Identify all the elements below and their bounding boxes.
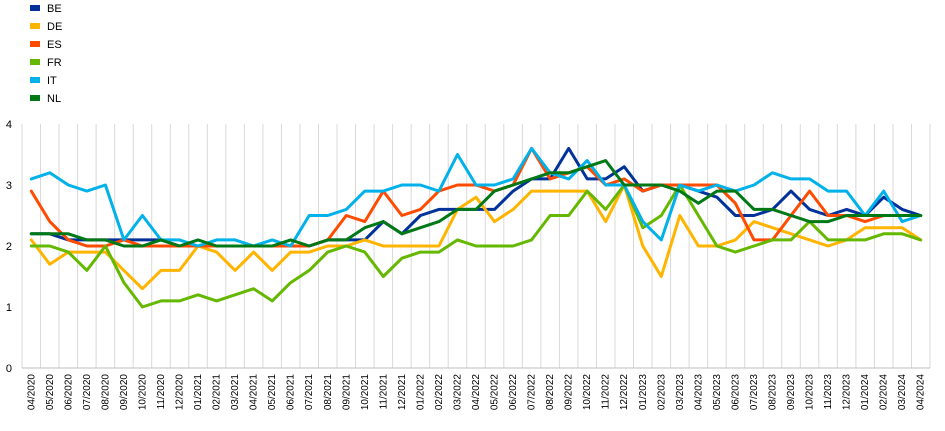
x-tick-label: 06/2023 [730,374,741,411]
x-tick-label: 02/2021 [212,374,223,411]
x-tick-label: 08/2021 [323,374,334,411]
x-tick-label: 08/2023 [767,374,778,411]
x-tick-label: 05/2021 [267,374,278,411]
x-tick-label: 11/2020 [156,374,167,410]
x-tick-label: 03/2022 [452,374,463,411]
x-tick-label: 12/2020 [175,374,186,411]
legend-swatch [30,59,40,65]
x-tick-label: 08/2022 [545,374,556,411]
legend-swatch [30,41,40,47]
x-tick-label: 01/2021 [193,374,204,411]
series-line-it [29,146,923,248]
x-tick-label: 12/2022 [619,374,630,411]
x-tick-label: 06/2022 [508,374,519,411]
y-tick-label: 0 [6,363,12,375]
x-tick-label: 03/2021 [230,374,241,411]
x-tick-label: 02/2024 [879,374,890,411]
x-tick-label: 04/2024 [916,374,927,411]
x-tick-label: 09/2023 [786,374,797,411]
legend-swatch [30,77,40,83]
x-tick-label: 09/2022 [564,374,575,411]
x-tick-label: 03/2024 [897,374,908,411]
legend-label: DE [47,21,62,33]
legend-label: ES [47,39,62,51]
x-tick-label: 07/2022 [527,374,538,411]
y-tick-label: 3 [6,180,12,192]
y-tick-label: 1 [6,302,12,314]
x-tick-label: 09/2020 [119,374,130,411]
x-tick-label: 11/2022 [601,374,612,410]
x-tick-label: 12/2023 [842,374,853,411]
legend: BE DE ES FR IT NL [30,3,62,105]
legend-label: FR [47,57,62,69]
x-tick-label: 01/2022 [415,374,426,411]
legend-label: BE [47,3,62,15]
x-tick-label: 12/2021 [397,374,408,411]
x-tick-label: 10/2022 [582,374,593,411]
x-tick-label: 02/2023 [656,374,667,411]
x-tick-label: 05/2022 [490,374,501,411]
series-lines [29,146,923,309]
y-tick-label: 2 [6,241,12,253]
x-tick-label: 10/2021 [360,374,371,411]
x-tick-label: 01/2024 [860,374,871,411]
x-tick-label: 02/2022 [434,374,445,411]
axes: 0 1 2 3 4 04/2020 05/2020 06/2020 07/2020 08/2020… [6,119,930,410]
x-tick-label: 11/2021 [378,374,389,410]
legend-swatch [30,5,40,11]
series-line-de [29,183,923,291]
y-tick-label: 4 [6,119,12,131]
x-tick-label: 06/2020 [63,374,74,411]
x-tick-label: 04/2020 [26,374,37,411]
x-tick-label: 09/2021 [341,374,352,411]
x-tick-label: 06/2021 [286,374,297,411]
x-tick-label: 11/2023 [823,374,834,410]
x-tick-label: 05/2020 [45,374,56,411]
legend-swatch [30,23,40,29]
x-tick-label: 04/2022 [471,374,482,411]
x-tick-label: 10/2020 [137,374,148,411]
x-tick-label: 04/2023 [693,374,704,411]
x-tick-label: 04/2021 [249,374,260,411]
legend-swatch [30,95,40,101]
x-tick-label: 05/2023 [712,374,723,411]
x-tick-label: 01/2023 [638,374,649,411]
x-tick-label: 07/2020 [82,374,93,411]
x-tick-label: 10/2023 [805,374,816,411]
x-tick-label: 08/2020 [100,374,111,411]
x-tick-label: 07/2023 [749,374,760,411]
x-tick-label: 07/2021 [304,374,315,411]
series-line-nl [29,159,923,248]
x-tick-label: 03/2023 [675,374,686,411]
legend-label: IT [47,75,57,87]
legend-label: NL [47,93,61,105]
series-line-fr [29,183,923,309]
